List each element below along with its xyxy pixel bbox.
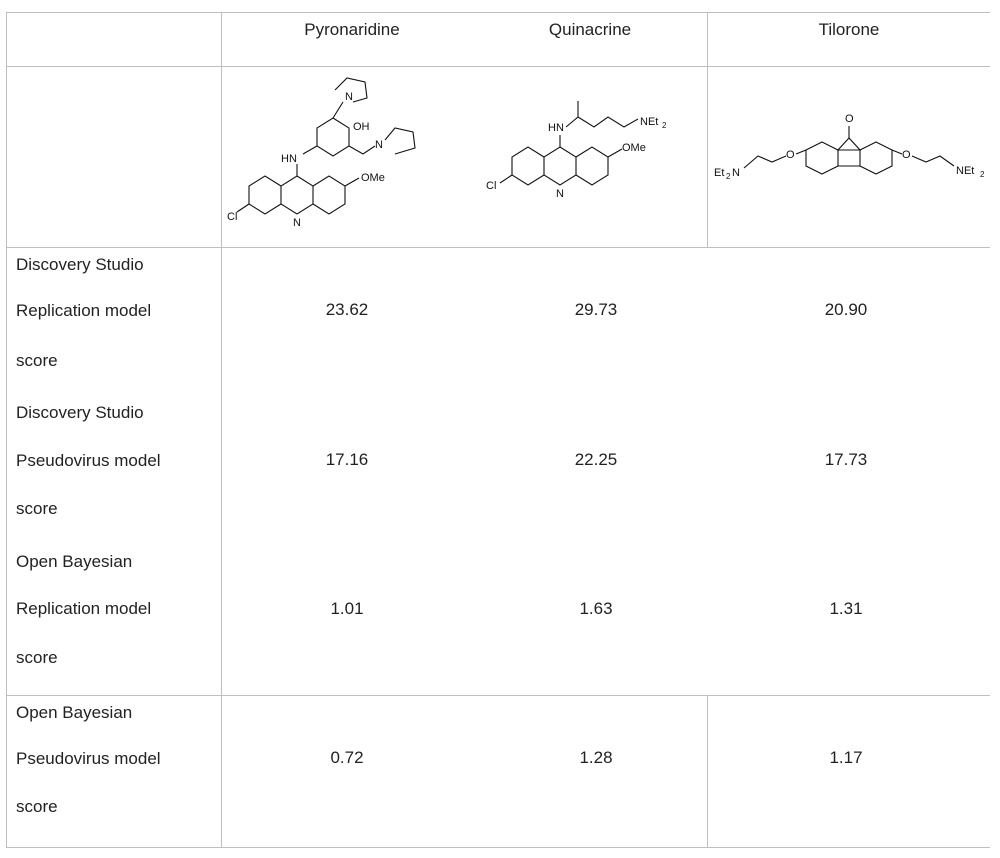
column-header-pyronaridine: Pyronaridine xyxy=(304,20,400,39)
cell-value: 0.72 xyxy=(330,748,364,767)
cell-value: 17.16 xyxy=(325,450,369,469)
atom-subscript: 2 xyxy=(662,121,667,130)
pyrrolidine-ring-top xyxy=(334,77,368,103)
atom-label: N xyxy=(732,167,740,179)
atom-label: N xyxy=(345,91,353,103)
bond xyxy=(607,148,623,158)
atom-label: OMe xyxy=(622,142,646,154)
cell-value: 1.01 xyxy=(330,599,364,618)
row-label-line: Replication model xyxy=(16,599,152,618)
row-label-line: score xyxy=(16,797,58,816)
row-label-line: Discovery Studio xyxy=(16,255,144,274)
atom-label: HN xyxy=(548,122,564,134)
atom-label: O xyxy=(845,113,854,125)
cell-value: 29.73 xyxy=(574,300,618,319)
column-header-tilorone: Tilorone xyxy=(818,20,880,39)
tilorone-structure: O O Et 2 N O NEt 2 xyxy=(714,113,985,181)
table-border-left xyxy=(6,12,7,848)
row-label-line: score xyxy=(16,499,58,518)
cell-value: 1.28 xyxy=(579,748,613,767)
acridine-left-ring xyxy=(511,146,545,186)
row-label-line: Pseudovirus model xyxy=(16,749,161,768)
side-chain xyxy=(565,101,639,128)
cell-value: 23.62 xyxy=(325,300,369,319)
atom-label: OH xyxy=(353,121,370,133)
atom-label: N xyxy=(293,217,301,229)
bond xyxy=(348,145,376,155)
atom-label: HN xyxy=(281,153,297,165)
cell-value: 22.25 xyxy=(574,450,618,469)
row-3-divider xyxy=(6,695,990,696)
row-label-line: Discovery Studio xyxy=(16,403,144,422)
row-label-line: score xyxy=(16,648,58,667)
atom-label: Cl xyxy=(486,180,496,192)
right-side-chain xyxy=(911,155,955,167)
table-border-top xyxy=(6,12,990,13)
acridine-center-ring xyxy=(280,175,314,215)
cell-value: 1.31 xyxy=(829,599,863,618)
atom-label: OMe xyxy=(361,172,385,184)
phenol-ring xyxy=(316,117,350,157)
acridine-left-ring xyxy=(248,175,282,215)
atom-label: NEt xyxy=(640,116,658,128)
row-label-line: score xyxy=(16,351,58,370)
atom-label: Et xyxy=(714,167,724,179)
quinacrine-structure: HN NEt 2 OMe Cl N xyxy=(486,101,667,200)
acridine-center-ring xyxy=(543,146,577,186)
table-col-divider-1 xyxy=(221,12,222,848)
bond xyxy=(332,101,344,119)
row-label-line: Open Bayesian xyxy=(16,552,133,571)
row-label-line: Replication model xyxy=(16,301,152,320)
acridine-right-ring xyxy=(575,146,609,186)
acridine-right-ring xyxy=(312,175,346,215)
cell-value: 17.73 xyxy=(824,450,868,469)
atom-subscript: 2 xyxy=(980,170,985,179)
bond xyxy=(344,177,360,187)
cell-value: 1.63 xyxy=(579,599,613,618)
atom-label: N xyxy=(556,188,564,200)
bond xyxy=(499,174,513,184)
bond xyxy=(891,149,903,155)
row-label-line: Pseudovirus model xyxy=(16,451,161,470)
pyrrolidine-ring-right xyxy=(384,127,416,155)
fluorenone-center-ring xyxy=(836,137,862,151)
atom-label: O xyxy=(786,149,795,161)
table-col-divider-2b xyxy=(707,695,708,848)
header-row-divider xyxy=(6,66,990,67)
left-side-chain xyxy=(743,155,787,169)
row-label-line: Open Bayesian xyxy=(16,703,133,722)
pyronaridine-structure: N OH N HN OMe Cl N xyxy=(227,77,416,229)
fluorenone-left-ring xyxy=(805,141,839,175)
atom-label: O xyxy=(902,149,911,161)
atom-label: N xyxy=(375,139,383,151)
structure-row-divider xyxy=(6,247,990,248)
bond xyxy=(236,203,250,213)
table-col-divider-2 xyxy=(707,12,708,248)
atom-subscript: 2 xyxy=(726,172,731,181)
cell-value: 1.17 xyxy=(829,748,863,767)
bond xyxy=(795,149,807,155)
bond xyxy=(302,145,318,155)
atom-label: Cl xyxy=(227,211,237,223)
fluorenone-right-ring xyxy=(859,141,893,175)
cell-value: 20.90 xyxy=(824,300,868,319)
atom-label: NEt xyxy=(956,165,974,177)
column-header-quinacrine: Quinacrine xyxy=(548,20,632,39)
table-border-bottom xyxy=(6,847,990,848)
